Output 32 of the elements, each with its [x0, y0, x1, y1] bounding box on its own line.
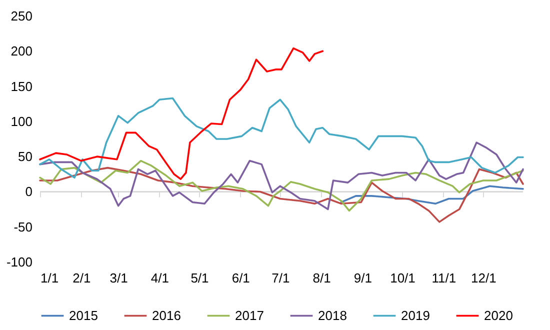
legend-label: 2019 — [401, 308, 430, 323]
x-tick-label: 7/1 — [272, 270, 290, 286]
line-series — [39, 160, 524, 212]
y-tick-label: 150 — [10, 78, 32, 94]
x-tick-label: 2/1 — [72, 270, 91, 286]
x-tick-label: 8/1 — [312, 270, 331, 286]
y-tick-label: 100 — [10, 114, 32, 129]
line-series — [39, 97, 524, 179]
line-series — [39, 142, 524, 210]
x-tick-label: 6/1 — [232, 270, 250, 286]
x-tick-label: 12/1 — [471, 270, 496, 286]
y-tick-label: 250 — [10, 8, 32, 24]
x-tick-label: 5/1 — [190, 270, 209, 286]
y-tick-label: 200 — [10, 44, 32, 59]
legend-label: 2020 — [484, 308, 513, 323]
x-tick-label: 10/1 — [390, 270, 416, 286]
legend-label: 2017 — [235, 308, 264, 323]
y-tick-label: 0 — [25, 184, 32, 200]
legend-label: 2018 — [318, 308, 347, 323]
line-series — [39, 166, 524, 223]
x-tick-label: 11/1 — [432, 270, 456, 286]
x-tick-label: 3/1 — [110, 270, 128, 286]
x-tick-label: 9/1 — [354, 270, 372, 286]
line-series — [340, 185, 524, 205]
x-tick-label: 1/1 — [40, 270, 59, 286]
legend-label: 2015 — [69, 308, 98, 323]
line-series — [39, 47, 324, 180]
legend-label: 2016 — [152, 308, 181, 323]
y-tick-label: -50 — [14, 219, 32, 234]
y-tick-label: 50 — [18, 149, 32, 164]
x-tick-label: 4/1 — [150, 270, 169, 286]
y-tick-label: -100 — [6, 254, 32, 270]
